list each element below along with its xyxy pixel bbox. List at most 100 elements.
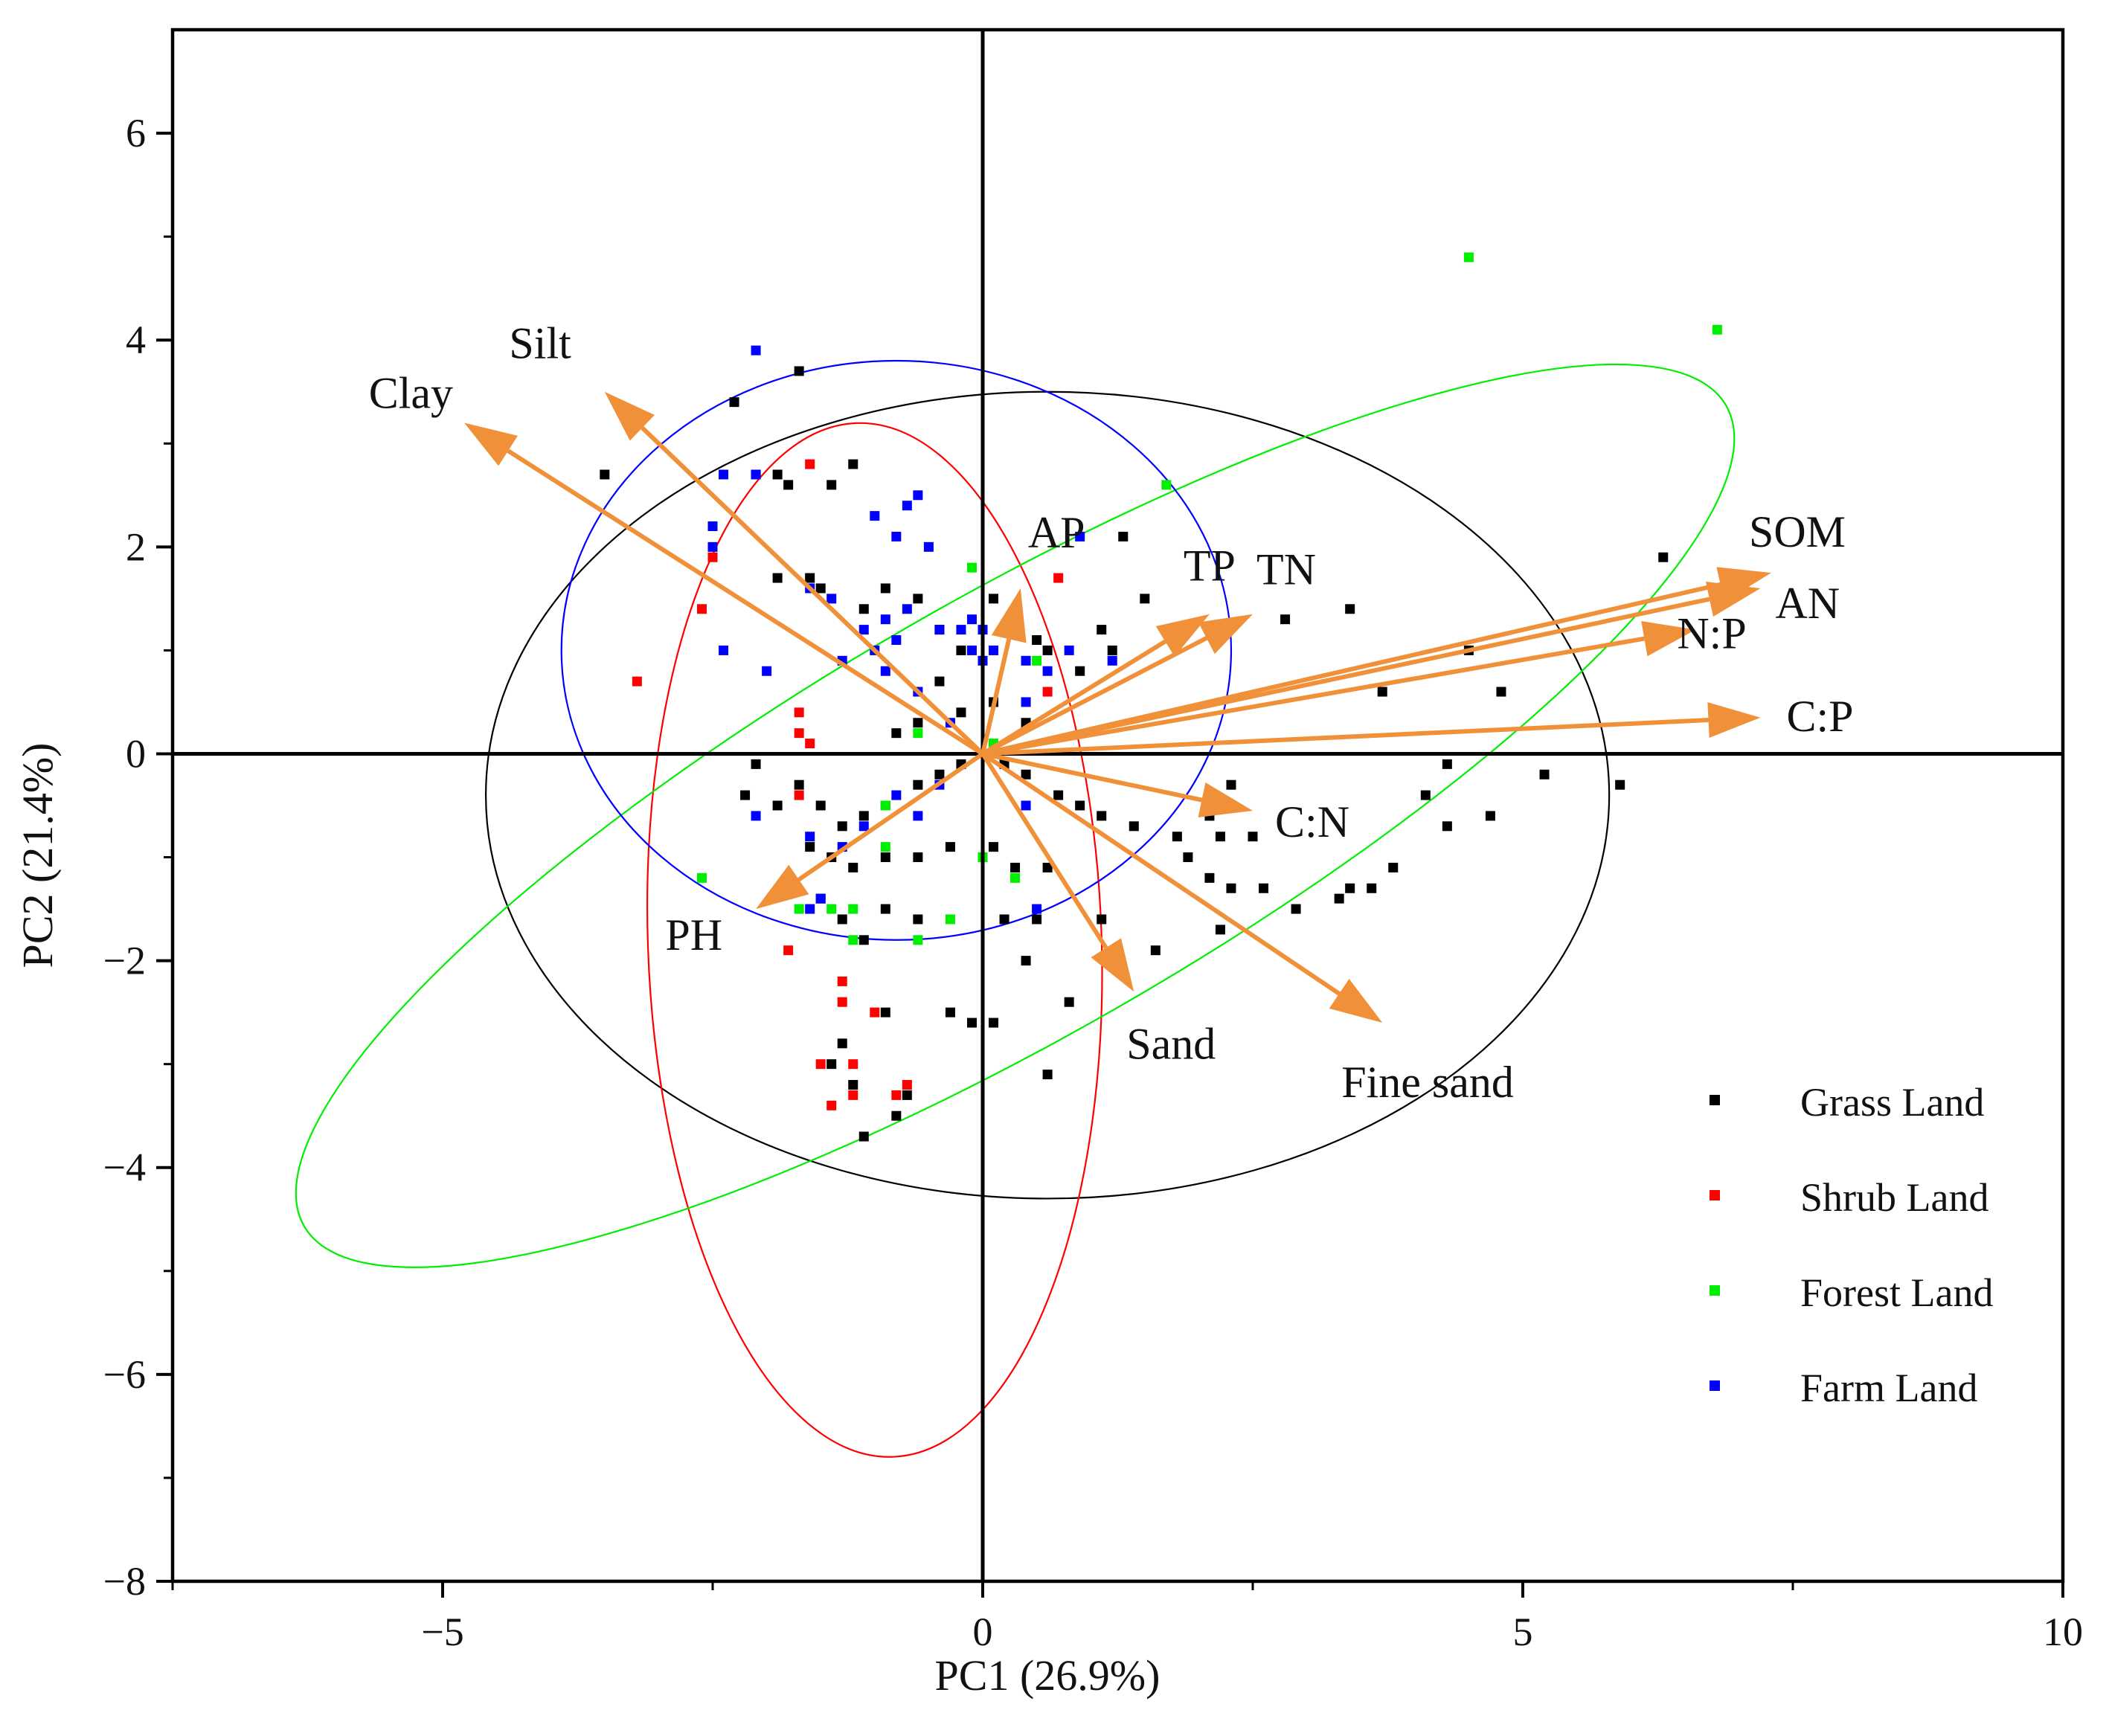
point-grass-land — [772, 800, 783, 811]
loading-label-fine-sand: Fine sand — [1341, 1058, 1514, 1107]
point-shrub-land — [696, 604, 707, 614]
plot-frame — [170, 28, 2065, 1584]
point-grass-land — [1496, 687, 1506, 697]
x-tick-label: 10 — [2043, 1610, 2083, 1654]
point-grass-land — [1118, 531, 1129, 541]
point-grass-land — [1226, 883, 1236, 893]
point-grass-land — [740, 790, 751, 800]
y-tick-label: 2 — [126, 524, 146, 569]
point-grass-land — [1183, 852, 1193, 863]
point-grass-land — [1042, 1070, 1053, 1080]
point-grass-land — [1042, 645, 1053, 655]
point-shrub-land — [805, 459, 815, 469]
point-forest-land — [966, 562, 977, 573]
point-grass-land — [1442, 759, 1452, 769]
point-grass-land — [956, 645, 966, 655]
point-grass-land — [1075, 666, 1085, 676]
y-tick-label: −8 — [103, 1559, 146, 1604]
point-grass-land — [848, 862, 858, 872]
legend-label-grass-land: Grass Land — [1800, 1080, 1984, 1125]
point-grass-land — [945, 1007, 955, 1018]
point-farm-land — [934, 625, 945, 635]
point-farm-land — [956, 625, 966, 635]
point-grass-land — [1129, 821, 1139, 832]
ellipse-shrub-land — [646, 422, 1103, 1458]
point-grass-land — [1291, 904, 1301, 914]
point-grass-land — [1420, 790, 1431, 800]
point-grass-land — [891, 1110, 902, 1121]
point-grass-land — [1377, 687, 1387, 697]
arrow-line-tp — [981, 639, 1166, 756]
point-grass-land — [989, 594, 999, 604]
point-grass-land — [1042, 862, 1053, 872]
point-grass-land — [880, 583, 890, 594]
point-grass-land — [772, 469, 783, 480]
point-farm-land — [826, 594, 837, 604]
arrow-line-ap — [980, 638, 1012, 755]
arrow-line-c-p — [982, 718, 1709, 756]
arrow-head-tn — [1198, 614, 1253, 655]
point-forest-land — [794, 904, 804, 914]
x-tick-label: 5 — [1513, 1610, 1533, 1654]
point-grass-land — [772, 573, 783, 583]
y-tick-label: −4 — [103, 1145, 146, 1190]
point-shrub-land — [707, 552, 718, 562]
point-grass-land — [913, 852, 923, 863]
arrow-head-ap — [991, 588, 1027, 643]
point-grass-land — [1032, 914, 1042, 925]
arrow-head-n-p — [1641, 620, 1696, 657]
point-shrub-land — [815, 1059, 826, 1070]
point-forest-land — [1712, 324, 1722, 335]
point-grass-land — [1485, 811, 1495, 821]
x-tick-label: −5 — [421, 1610, 463, 1654]
point-grass-land — [1345, 883, 1355, 893]
point-farm-land — [891, 634, 902, 645]
point-farm-land — [1021, 697, 1031, 707]
point-farm-land — [805, 832, 815, 842]
y-tick-label: 4 — [126, 318, 146, 362]
y-tick-label: 6 — [126, 111, 146, 155]
point-forest-land — [1032, 655, 1042, 666]
point-grass-land — [1280, 614, 1291, 625]
point-grass-land — [880, 1007, 890, 1018]
loading-label-ph: PH — [665, 910, 722, 959]
x-tick-label: 0 — [973, 1610, 993, 1654]
legend-marker-forest-land — [1710, 1285, 1720, 1296]
point-grass-land — [1032, 634, 1042, 645]
point-grass-land — [1334, 893, 1344, 904]
loading-label-c-n: C:N — [1275, 797, 1349, 846]
point-grass-land — [1097, 811, 1107, 821]
legend: Grass Land Shrub Land Forest Land Farm Land — [1710, 1080, 1993, 1410]
arrow-head-c-p — [1707, 702, 1761, 739]
arrow-line-n-p — [982, 636, 1645, 756]
arrow-line-an — [982, 597, 1710, 756]
point-farm-land — [751, 345, 761, 356]
point-farm-land — [707, 521, 718, 532]
arrow-line-sand — [980, 752, 1108, 949]
point-farm-land — [870, 511, 880, 521]
point-grass-land — [826, 1059, 837, 1070]
point-forest-land — [1463, 252, 1474, 263]
point-farm-land — [762, 666, 772, 676]
point-grass-land — [729, 397, 739, 408]
point-shrub-land — [837, 997, 847, 1007]
point-grass-land — [913, 914, 923, 925]
arrow-head-ph — [756, 864, 809, 910]
ellipse-farm-land — [560, 359, 1233, 941]
point-farm-land — [891, 531, 902, 541]
point-grass-land — [1226, 779, 1236, 790]
point-farm-land — [966, 614, 977, 625]
point-farm-land — [858, 821, 869, 832]
point-grass-land — [1053, 790, 1064, 800]
point-grass-land — [600, 469, 610, 480]
point-grass-land — [783, 480, 794, 490]
point-grass-land — [880, 852, 890, 863]
point-shrub-land — [848, 1059, 858, 1070]
y-tick-label: −6 — [103, 1352, 146, 1397]
point-grass-land — [1021, 769, 1031, 779]
point-grass-land — [858, 811, 869, 821]
point-grass-land — [805, 842, 815, 852]
zero-lines — [173, 30, 2063, 1581]
arrow-head-clay — [464, 422, 518, 466]
arrow-head-fine-sand — [1329, 979, 1383, 1023]
